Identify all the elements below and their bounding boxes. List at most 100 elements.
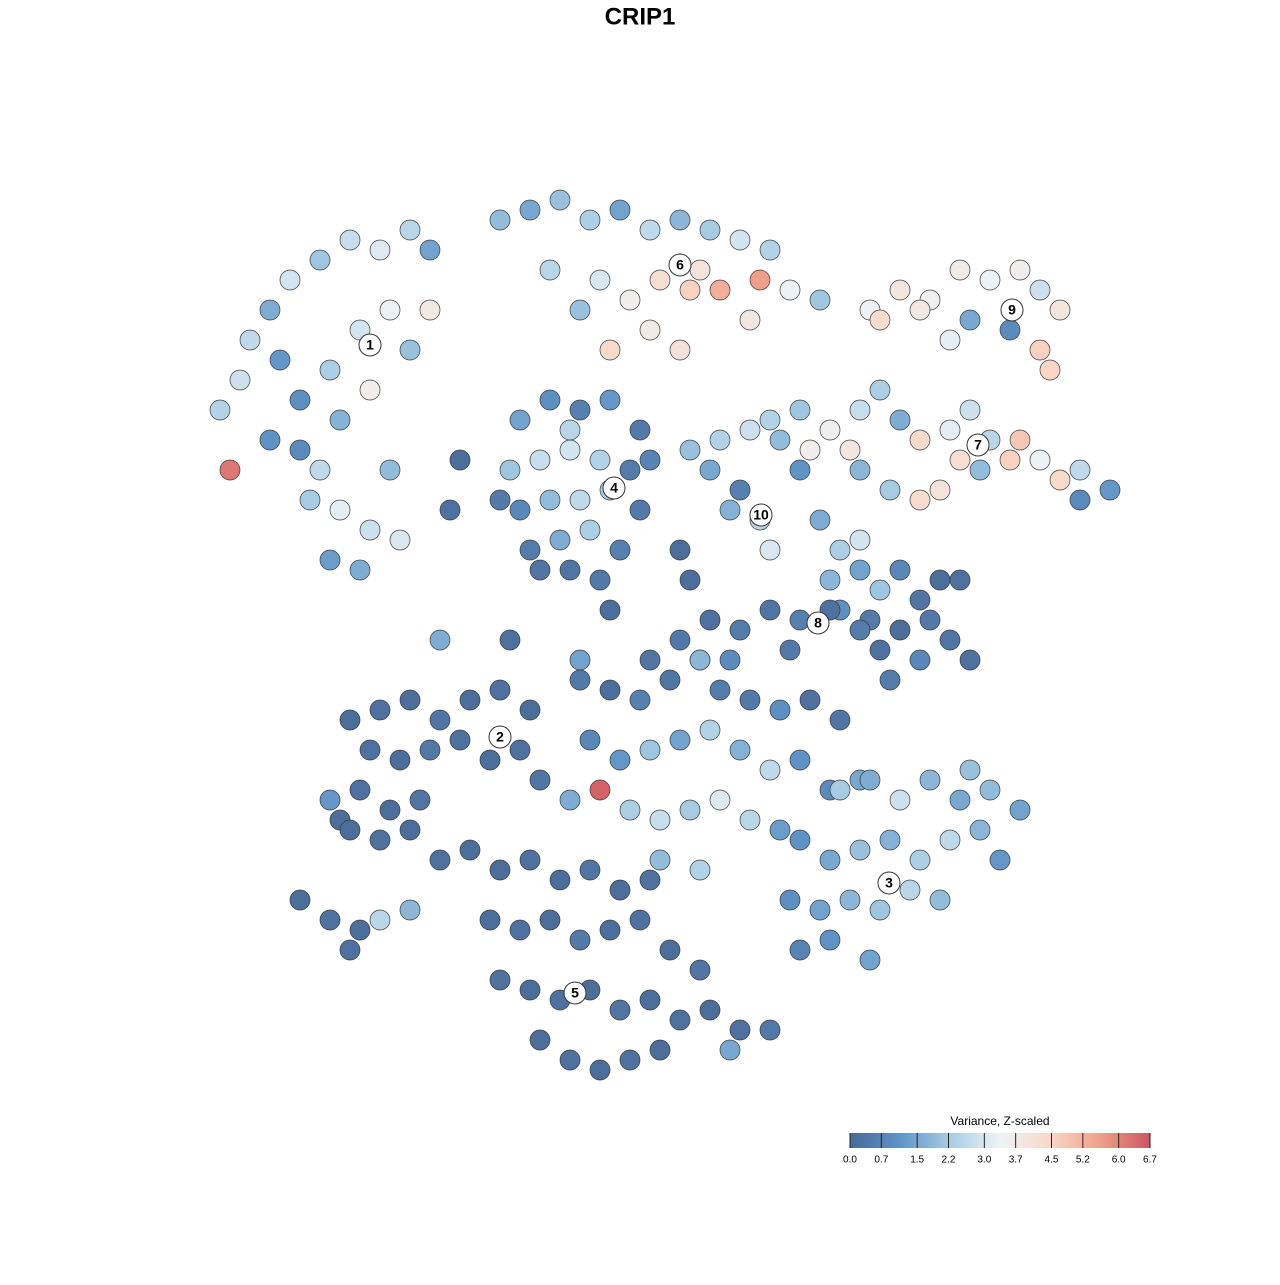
point — [289, 389, 311, 411]
point — [679, 279, 701, 301]
point — [729, 1019, 751, 1041]
point — [329, 499, 351, 521]
point — [929, 479, 951, 501]
point — [509, 409, 531, 431]
point — [959, 649, 981, 671]
point — [309, 249, 331, 271]
point — [909, 429, 931, 451]
point — [639, 319, 661, 341]
cluster-marker — [877, 871, 901, 895]
point — [559, 419, 581, 441]
cluster-marker — [668, 253, 692, 277]
cluster-label: 2 — [496, 729, 504, 745]
point — [909, 649, 931, 671]
point — [739, 689, 761, 711]
cluster-marker — [358, 333, 382, 357]
cluster-marker — [806, 611, 830, 635]
point — [969, 459, 991, 481]
point — [569, 489, 591, 511]
point — [489, 489, 511, 511]
point — [719, 1039, 741, 1061]
point — [459, 839, 481, 861]
cluster-marker — [563, 981, 587, 1005]
point — [289, 889, 311, 911]
point — [639, 649, 661, 671]
point — [579, 519, 601, 541]
point — [859, 949, 881, 971]
colorbar-tick-label: 3.7 — [1009, 1155, 1023, 1166]
point — [529, 769, 551, 791]
point — [889, 619, 911, 641]
point — [269, 349, 291, 371]
point — [629, 499, 651, 521]
point — [659, 669, 681, 691]
point — [349, 919, 371, 941]
point — [799, 439, 821, 461]
cluster-marker — [749, 503, 773, 527]
point — [849, 459, 871, 481]
point — [939, 329, 961, 351]
point — [849, 559, 871, 581]
cluster-marker — [966, 433, 990, 457]
point — [709, 429, 731, 451]
point — [219, 459, 241, 481]
point — [289, 439, 311, 461]
point — [779, 279, 801, 301]
point — [949, 789, 971, 811]
point — [589, 569, 611, 591]
point — [279, 269, 301, 291]
point — [509, 919, 531, 941]
point — [529, 1029, 551, 1051]
point — [429, 709, 451, 731]
point — [389, 529, 411, 551]
point — [699, 219, 721, 241]
point — [659, 939, 681, 961]
point — [819, 419, 841, 441]
point — [649, 269, 671, 291]
point — [569, 649, 591, 671]
point — [869, 309, 891, 331]
point — [819, 849, 841, 871]
point — [939, 829, 961, 851]
cluster-label: 1 — [366, 337, 374, 353]
point — [369, 239, 391, 261]
point — [969, 819, 991, 841]
point — [419, 299, 441, 321]
point — [299, 489, 321, 511]
point — [739, 309, 761, 331]
point — [1049, 299, 1071, 321]
colorbar-tick-label: 0.7 — [874, 1155, 888, 1166]
point — [679, 799, 701, 821]
point — [799, 689, 821, 711]
colorbar-title: Variance, Z-scaled — [950, 1114, 1049, 1128]
point — [599, 599, 621, 621]
point — [819, 929, 841, 951]
point — [1069, 489, 1091, 511]
point — [569, 929, 591, 951]
point — [769, 819, 791, 841]
point — [509, 499, 531, 521]
point — [359, 739, 381, 761]
point — [489, 969, 511, 991]
point — [579, 859, 601, 881]
point — [869, 899, 891, 921]
point — [919, 609, 941, 631]
point — [699, 719, 721, 741]
point — [909, 589, 931, 611]
point — [599, 679, 621, 701]
point — [839, 889, 861, 911]
point — [399, 899, 421, 921]
point — [699, 459, 721, 481]
point — [1009, 259, 1031, 281]
point — [639, 449, 661, 471]
point — [209, 399, 231, 421]
point — [949, 259, 971, 281]
point — [679, 569, 701, 591]
cluster-label: 9 — [1008, 302, 1016, 318]
point — [669, 1009, 691, 1031]
point — [829, 709, 851, 731]
point — [819, 569, 841, 591]
cluster-marker — [1000, 298, 1024, 322]
point — [729, 619, 751, 641]
cluster-label: 7 — [974, 437, 982, 453]
